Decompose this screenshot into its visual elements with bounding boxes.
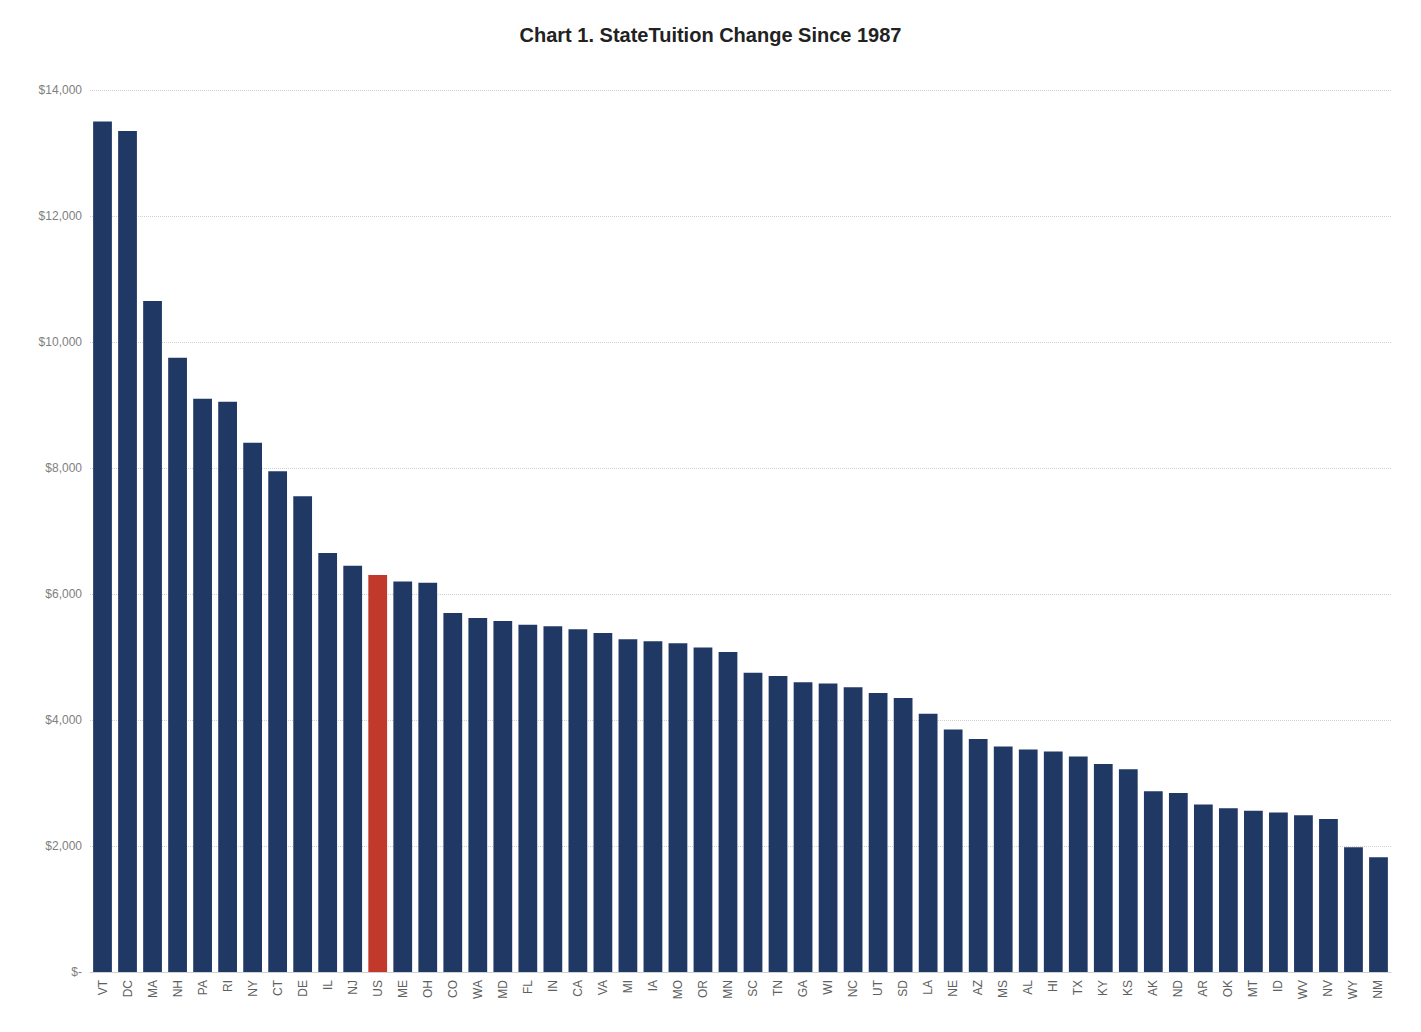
svg-text:HI: HI [1046, 980, 1060, 992]
svg-text:ID: ID [1271, 980, 1285, 992]
svg-text:$14,000: $14,000 [39, 83, 83, 97]
svg-text:DE: DE [296, 980, 310, 997]
svg-text:UT: UT [871, 979, 885, 996]
svg-text:NJ: NJ [346, 980, 360, 995]
svg-text:$6,000: $6,000 [45, 587, 82, 601]
svg-text:MS: MS [996, 980, 1010, 998]
svg-text:WI: WI [821, 980, 835, 995]
svg-text:IL: IL [321, 980, 335, 990]
svg-text:GA: GA [796, 980, 810, 997]
svg-text:RI: RI [221, 980, 235, 992]
svg-text:OK: OK [1221, 980, 1235, 997]
svg-text:OH: OH [421, 980, 435, 998]
svg-text:$4,000: $4,000 [45, 713, 82, 727]
svg-text:NM: NM [1371, 980, 1385, 999]
svg-text:KS: KS [1121, 980, 1135, 996]
svg-text:$12,000: $12,000 [39, 209, 83, 223]
svg-text:TX: TX [1071, 980, 1085, 995]
svg-text:VT: VT [96, 979, 110, 995]
svg-text:MN: MN [721, 980, 735, 999]
svg-text:$2,000: $2,000 [45, 839, 82, 853]
svg-text:VA: VA [596, 980, 610, 995]
svg-text:PA: PA [196, 980, 210, 995]
svg-text:CA: CA [571, 980, 585, 997]
svg-text:SC: SC [746, 980, 760, 997]
svg-text:NY: NY [246, 980, 260, 997]
svg-text:DC: DC [121, 980, 135, 998]
svg-text:NC: NC [846, 980, 860, 998]
svg-text:LA: LA [921, 980, 935, 995]
svg-text:WV: WV [1296, 980, 1310, 999]
svg-text:NE: NE [946, 980, 960, 997]
svg-text:WA: WA [471, 980, 485, 999]
svg-text:MI: MI [621, 980, 635, 993]
svg-text:OR: OR [696, 980, 710, 998]
svg-text:Chart 1. StateTuition Change S: Chart 1. StateTuition Change Since 1987 [520, 24, 902, 46]
svg-text:$10,000: $10,000 [39, 335, 83, 349]
svg-text:FL: FL [521, 980, 535, 994]
svg-text:AZ: AZ [971, 980, 985, 995]
svg-text:WY: WY [1346, 980, 1360, 999]
svg-text:AK: AK [1146, 980, 1160, 996]
svg-text:MD: MD [496, 980, 510, 999]
svg-text:US: US [371, 980, 385, 997]
svg-text:NV: NV [1321, 980, 1335, 997]
svg-text:MT: MT [1246, 979, 1260, 997]
svg-text:CT: CT [271, 979, 285, 996]
svg-text:ME: ME [396, 980, 410, 998]
svg-text:MO: MO [671, 980, 685, 999]
svg-text:SD: SD [896, 980, 910, 997]
svg-text:$-: $- [71, 965, 82, 979]
svg-text:MA: MA [146, 980, 160, 998]
svg-text:CO: CO [446, 980, 460, 998]
svg-text:TN: TN [771, 980, 785, 996]
svg-text:NH: NH [171, 980, 185, 997]
svg-text:AL: AL [1021, 980, 1035, 995]
svg-text:IA: IA [646, 980, 660, 991]
svg-text:AR: AR [1196, 980, 1210, 997]
svg-text:ND: ND [1171, 980, 1185, 998]
svg-text:$8,000: $8,000 [45, 461, 82, 475]
svg-text:IN: IN [546, 980, 560, 992]
svg-text:KY: KY [1096, 980, 1110, 996]
